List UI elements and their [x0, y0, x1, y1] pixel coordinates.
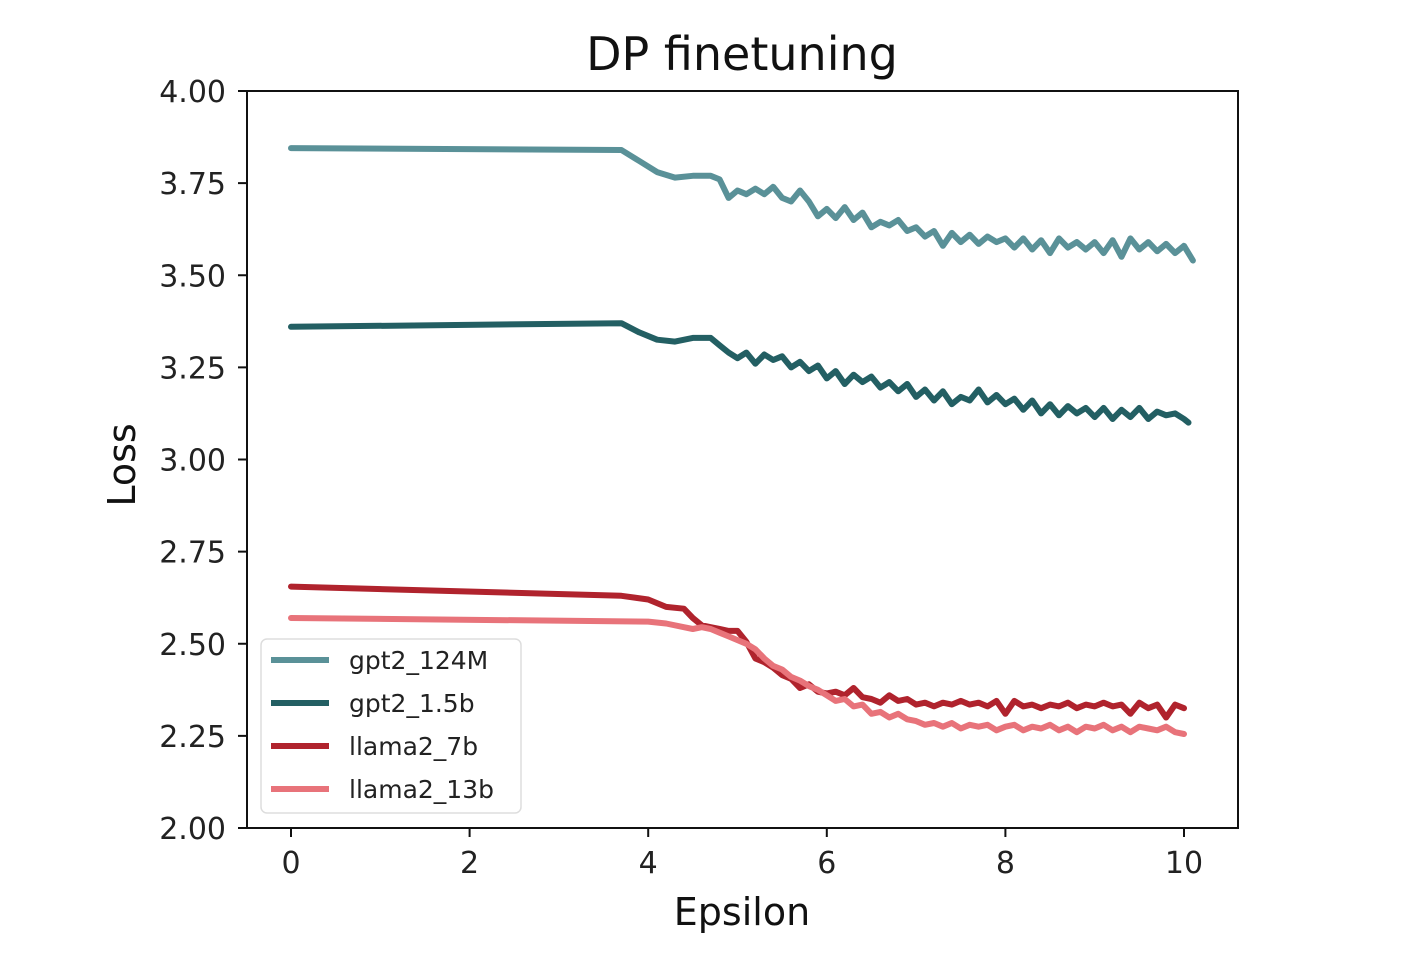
y-tick-label: 2.25: [159, 720, 226, 755]
y-tick-label: 3.25: [159, 351, 226, 386]
legend: gpt2_124M gpt2_1.5b llama2_7b llama2_13b: [260, 638, 522, 814]
y-tick-label: 2.75: [159, 536, 226, 571]
x-tick-label: 4: [639, 846, 658, 881]
series-line-llama2-7b: [288, 583, 1187, 721]
legend-label: llama2_7b: [349, 732, 478, 761]
y-tick-label: 3.00: [159, 444, 226, 479]
x-tick-label: 2: [460, 846, 479, 881]
legend-label: gpt2_1.5b: [349, 689, 475, 718]
legend-frame: [260, 638, 522, 814]
y-tick-label: 2.50: [159, 628, 226, 663]
x-tick-label: 10: [1165, 846, 1203, 881]
series-line-llama2-13b: [288, 615, 1187, 737]
y-tick-label: 3.75: [159, 167, 226, 202]
legend-label: gpt2_124M: [349, 646, 488, 675]
y-tick-label: 3.50: [159, 259, 226, 294]
y-tick-label: 2.00: [159, 812, 226, 847]
x-tick-label: 6: [817, 846, 836, 881]
series-line-gpt2-124M: [288, 145, 1196, 264]
y-tick-label: 4.00: [159, 75, 226, 110]
x-axis-label: Epsilon: [674, 890, 810, 934]
x-tick-label: 8: [996, 846, 1015, 881]
x-tick-label: 0: [281, 846, 300, 881]
series-line-gpt2-1-5b: [288, 320, 1192, 426]
legend-label: llama2_13b: [349, 775, 494, 804]
chart-title: DP finetuning: [586, 27, 898, 81]
y-axis-label: Loss: [100, 423, 144, 506]
